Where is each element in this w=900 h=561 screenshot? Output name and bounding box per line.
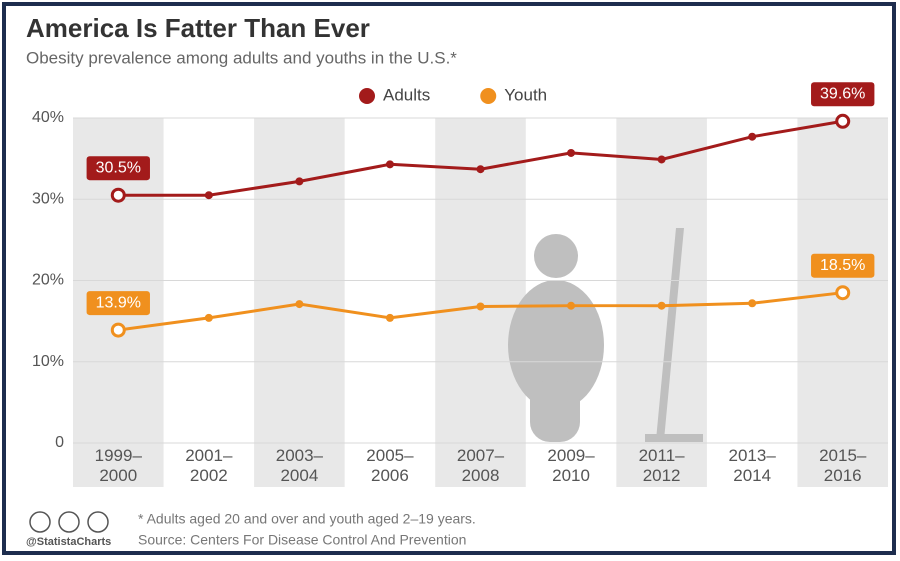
- value-label-box: [86, 156, 150, 181]
- point: [295, 177, 304, 186]
- y-tick-label: 30%: [32, 190, 64, 207]
- point: [295, 300, 304, 309]
- value-label-box: [811, 82, 875, 107]
- point: [476, 165, 485, 174]
- x-tick-label: 2013–2014: [728, 446, 776, 485]
- chart-title: America Is Fatter Than Ever: [26, 13, 370, 43]
- point: [476, 302, 485, 311]
- legend-marker: [480, 88, 497, 104]
- point: [657, 301, 666, 310]
- legend-marker: [359, 88, 375, 104]
- y-tick-label: 20%: [32, 272, 64, 289]
- value-label: 13.9%: [96, 294, 141, 311]
- point: [748, 132, 757, 141]
- brand: @StatistaCharts: [26, 536, 111, 548]
- value-label-box: [811, 253, 875, 278]
- point: [110, 322, 126, 338]
- x-tick-label: 2007–2008: [456, 446, 505, 485]
- source: Source: Centers For Disease Control And …: [138, 532, 466, 548]
- point: [110, 187, 126, 203]
- point: [567, 301, 576, 310]
- x-tick-label: 2005–2006: [366, 446, 414, 485]
- band: [797, 118, 888, 487]
- point: [567, 148, 576, 157]
- y-tick-label: 40%: [32, 109, 64, 126]
- point: [835, 113, 851, 129]
- x-tick-label: 2009–2010: [547, 446, 595, 485]
- x-tick-label: 2015–2016: [819, 446, 867, 485]
- chart-subtitle: Obesity prevalence among adults and yout…: [26, 48, 457, 67]
- x-tick-label: 2003–2004: [275, 446, 324, 485]
- legend-label: Youth: [504, 85, 547, 104]
- y-tick-label: 0: [55, 434, 64, 451]
- value-label-box: [86, 291, 150, 316]
- legend-label: Adults: [383, 85, 430, 104]
- point: [657, 155, 666, 164]
- point: [204, 313, 213, 322]
- value-label: 18.5%: [820, 257, 865, 274]
- x-tick-label: 1999–2000: [94, 446, 142, 485]
- value-label: 30.5%: [96, 159, 141, 176]
- point: [385, 313, 394, 322]
- value-label: 39.6%: [820, 85, 865, 102]
- y-tick-label: 10%: [32, 353, 64, 370]
- point: [204, 191, 213, 200]
- license-icons: [29, 511, 109, 533]
- point: [385, 160, 394, 169]
- grid: [73, 117, 888, 444]
- x-tick-label: 2001–2002: [185, 446, 233, 485]
- footnote: * Adults aged 20 and over and youth aged…: [138, 511, 476, 527]
- point: [748, 299, 757, 308]
- x-tick-label: 2011–2012: [638, 446, 685, 485]
- bands: [73, 118, 888, 487]
- point: [835, 285, 851, 301]
